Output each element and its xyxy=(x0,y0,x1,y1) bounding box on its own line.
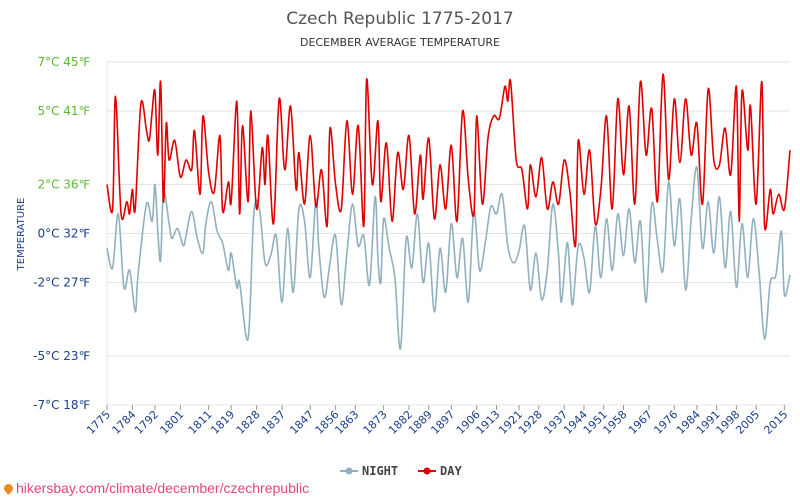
y-tick-label: 7°C 45℉ xyxy=(37,55,90,69)
watermark[interactable]: hikersbay.com/climate/december/czechrepu… xyxy=(2,480,310,496)
chart-subtitle: DECEMBER AVERAGE TEMPERATURE xyxy=(300,36,500,49)
x-tick-label: 1976 xyxy=(651,408,680,437)
x-tick-label: 1792 xyxy=(132,408,161,437)
series-lines xyxy=(106,73,791,350)
legend[interactable]: NIGHT DAY xyxy=(340,464,462,478)
series-line-night xyxy=(106,166,791,350)
x-tick-label: 1819 xyxy=(208,408,237,437)
legend-swatch-marker xyxy=(345,467,353,475)
x-tick-label: 1828 xyxy=(234,408,263,437)
y-tick-labels: 7°C 45℉ 5°C 41℉ 2°C 36℉ 0°C 32℉ -2°C 27℉ -5°C… xyxy=(33,55,90,412)
x-tick-label: 1873 xyxy=(361,408,390,437)
legend-label: NIGHT xyxy=(362,464,398,478)
x-tick-label: 1784 xyxy=(110,408,139,437)
x-tick-label: 1801 xyxy=(158,408,187,437)
x-tick-label: 1811 xyxy=(186,408,215,437)
y-tick-label: -7°C 18℉ xyxy=(33,398,90,412)
x-tick-label: 1967 xyxy=(626,408,655,437)
y-tick-label: 0°C 32℉ xyxy=(37,227,90,241)
watermark-text: hikersbay.com/climate/december/czechrepu… xyxy=(16,480,310,496)
x-tick-label: 1775 xyxy=(84,408,113,437)
location-pin-icon xyxy=(2,482,15,495)
x-tick-label: 2015 xyxy=(761,408,790,437)
y-axis-label: TEMPERATURE xyxy=(16,198,27,272)
y-tick-label: -5°C 23℉ xyxy=(33,349,90,363)
y-tick-label: 5°C 41℉ xyxy=(37,104,90,118)
x-tick-label: 1837 xyxy=(259,408,288,437)
series-line-day xyxy=(106,73,791,248)
y-tick-label: -2°C 27℉ xyxy=(33,276,90,290)
y-tick-label: 2°C 36℉ xyxy=(37,178,90,192)
chart-title: Czech Republic 1775-2017 xyxy=(286,9,514,29)
legend-label: DAY xyxy=(440,464,462,478)
x-tick-label: 1847 xyxy=(287,408,316,437)
legend-swatch-marker xyxy=(423,467,431,475)
x-tick-label: 1897 xyxy=(428,408,457,437)
